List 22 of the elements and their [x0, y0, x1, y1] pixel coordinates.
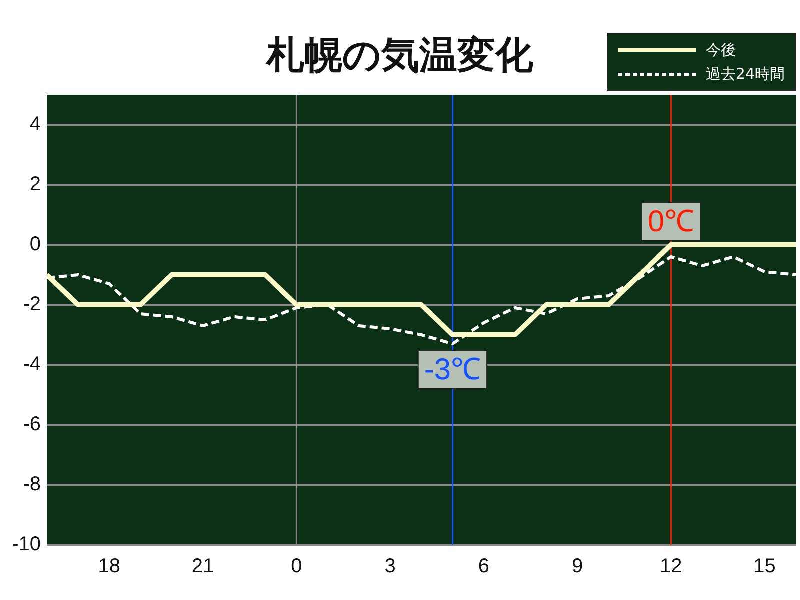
x-tick-label: 12 [660, 556, 682, 578]
x-tick-label: 15 [754, 556, 776, 578]
chart-title: 札幌の気温変化 [266, 33, 534, 77]
x-tick-label: 6 [478, 556, 490, 578]
y-tick-label: -10 [12, 534, 41, 556]
annotation: -3℃ [424, 353, 482, 386]
y-tick-label: 2 [30, 174, 41, 196]
y-tick-label: -4 [23, 354, 41, 376]
x-tick-label: 9 [572, 556, 584, 578]
legend-label: 今後 [706, 40, 736, 60]
x-tick-label: 21 [192, 556, 214, 578]
y-tick-label: -8 [23, 474, 41, 496]
annotation: 0℃ [648, 205, 695, 238]
y-tick-label: 0 [30, 234, 41, 256]
x-tick-label: 18 [98, 556, 121, 578]
x-tick-label: 0 [291, 556, 302, 578]
y-tick-label: -6 [23, 414, 41, 436]
y-tick-label: -2 [23, 294, 41, 316]
y-tick-label: 4 [30, 114, 41, 136]
legend-label: 過去24時間 [706, 64, 785, 84]
line-series [47, 256, 796, 346]
x-tick-label: 3 [384, 556, 396, 578]
